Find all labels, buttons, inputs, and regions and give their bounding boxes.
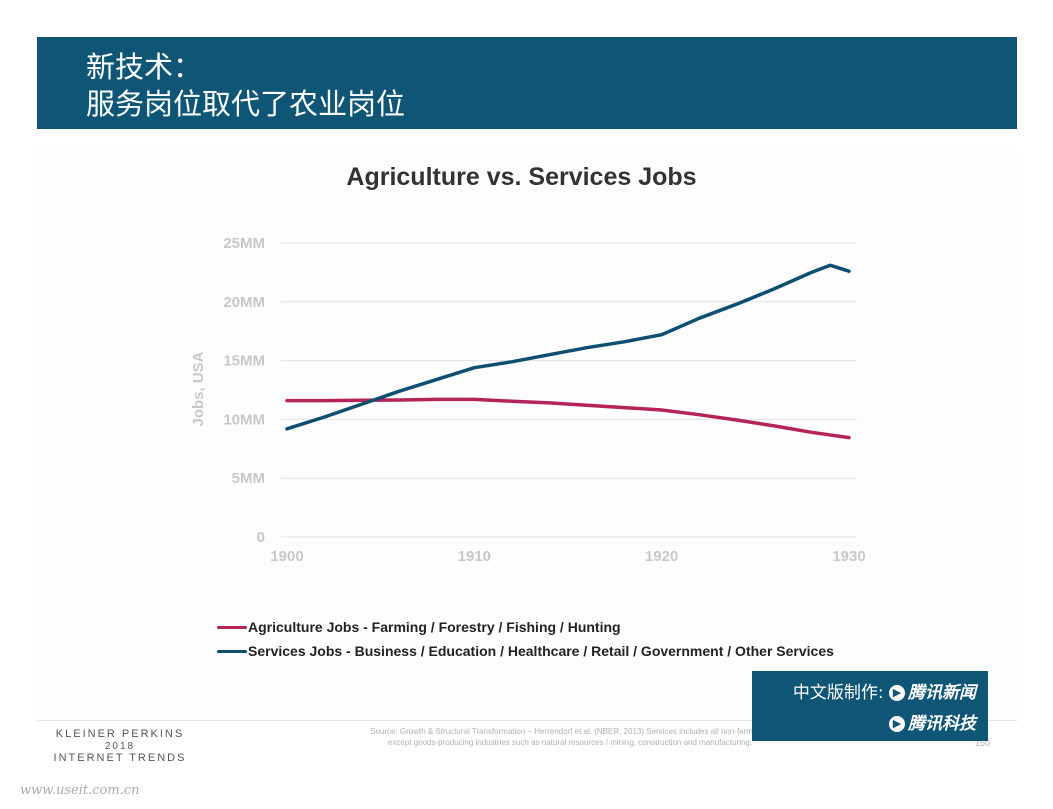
header-banner: 新技术： 服务岗位取代了农业岗位 xyxy=(37,37,1017,129)
legend-label-agriculture: Agriculture Jobs - Farming / Forestry / … xyxy=(248,619,621,635)
y-tick-label: 10MM xyxy=(223,411,265,428)
y-tick-label: 15MM xyxy=(223,353,265,370)
legend-item-services: Services Jobs - Business / Education / H… xyxy=(217,639,834,663)
legend-swatch-agriculture xyxy=(217,625,247,629)
y-tick-label: 0 xyxy=(257,529,265,546)
series-lines xyxy=(285,263,851,440)
slide-body xyxy=(37,150,1017,720)
page-number: 150 xyxy=(975,738,991,748)
y-tick-label: 20MM xyxy=(223,294,265,311)
credit-line2: ▶ 腾讯科技 xyxy=(889,709,976,734)
source-line1: Source: Growth & Structural Transformati… xyxy=(370,727,770,736)
chart-legend: Agriculture Jobs - Farming / Forestry / … xyxy=(217,615,834,663)
credit-brand-news: 腾讯新闻 xyxy=(908,683,976,703)
axis-ticks: 0 5MM 10MM 15MM 20MM 25MM 1900 1910 1920 1930 xyxy=(223,235,865,565)
tencent-news-logo-icon: ▶ xyxy=(889,685,905,701)
x-tick-label: 1920 xyxy=(645,548,678,565)
source-line2: except goods-producing industries such a… xyxy=(387,738,753,747)
legend-item-agriculture: Agriculture Jobs - Farming / Forestry / … xyxy=(217,615,834,639)
brand-year: 2018 xyxy=(104,741,136,752)
x-tick-label: 1910 xyxy=(458,548,491,565)
y-axis-label: Jobs, USA xyxy=(190,351,207,426)
translation-credit-box: 中文版制作: ▶ 腾讯新闻 ▶ 腾讯科技 xyxy=(752,671,988,741)
y-tick-label: 25MM xyxy=(223,235,265,252)
x-tick-label: 1930 xyxy=(832,548,865,565)
grid-lines xyxy=(281,242,857,538)
chart-title: Agriculture vs. Services Jobs xyxy=(346,163,697,191)
x-tick-label: 1900 xyxy=(270,548,303,565)
credit-brand-tech: 腾讯科技 xyxy=(908,714,976,734)
slide-title-line2: 服务岗位取代了农业岗位 xyxy=(86,87,406,121)
credit-prefix: 中文版制作: xyxy=(792,683,884,703)
agriculture-jobs-line xyxy=(285,397,851,440)
tencent-tech-logo-icon: ▶ xyxy=(889,716,905,732)
brand-report: INTERNET TRENDS xyxy=(53,752,187,764)
slide-title-line1: 新技术： xyxy=(86,50,203,84)
source-note: Source: Growth & Structural Transformati… xyxy=(300,726,840,748)
credit-line1: 中文版制作: ▶ 腾讯新闻 xyxy=(793,678,976,703)
services-jobs-line xyxy=(285,263,851,431)
legend-swatch-services xyxy=(217,649,247,653)
legend-label-services: Services Jobs - Business / Education / H… xyxy=(248,643,834,659)
y-tick-label: 5MM xyxy=(232,470,265,487)
site-watermark-url: www.useit.com.cn xyxy=(20,783,140,798)
brand-name: KLEINER PERKINS xyxy=(55,728,185,740)
footer-divider xyxy=(37,720,1017,721)
